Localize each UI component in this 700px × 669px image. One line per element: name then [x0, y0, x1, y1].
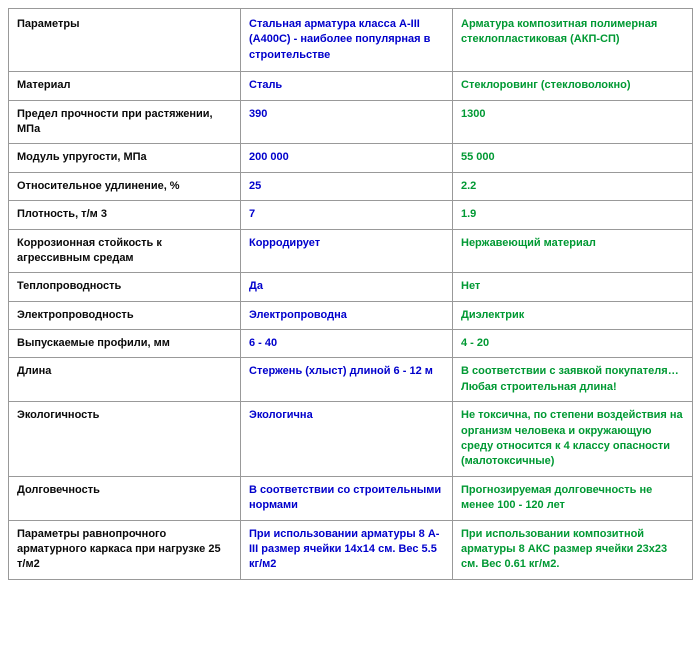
table-row: ЭлектропроводностьЭлектропроводнаДиэлект…: [9, 301, 693, 329]
cell-composite: 55 000: [453, 144, 693, 172]
cell-steel: Электропроводна: [241, 301, 453, 329]
table-row: Предел прочности при растяжении, МПа3901…: [9, 100, 693, 144]
cell-steel: Сталь: [241, 72, 453, 100]
table-row: Выпускаемые профили, мм6 - 404 - 20: [9, 330, 693, 358]
cell-steel: 200 000: [241, 144, 453, 172]
cell-param: Длина: [9, 358, 241, 402]
header-steel: Стальная арматура класса A-III (А400С) -…: [241, 9, 453, 72]
table-row: Плотность, т/м 371.9: [9, 201, 693, 229]
cell-composite: Нержавеющий материал: [453, 229, 693, 273]
cell-steel: Стержень (хлыст) длиной 6 - 12 м: [241, 358, 453, 402]
cell-steel: 7: [241, 201, 453, 229]
cell-param: Экологичность: [9, 402, 241, 477]
table-row: ЭкологичностьЭкологичнаНе токсична, по с…: [9, 402, 693, 477]
cell-composite: 4 - 20: [453, 330, 693, 358]
cell-steel: 6 - 40: [241, 330, 453, 358]
cell-steel: При использовании арматуры 8 A-III разме…: [241, 520, 453, 579]
table-row: Параметры равнопрочного арматурного карк…: [9, 520, 693, 579]
cell-composite: Прогнозируемая долговечность не менее 10…: [453, 476, 693, 520]
cell-param: Материал: [9, 72, 241, 100]
table-row: Модуль упругости, МПа200 00055 000: [9, 144, 693, 172]
table-row: ТеплопроводностьДаНет: [9, 273, 693, 301]
table-header-row: Параметры Стальная арматура класса A-III…: [9, 9, 693, 72]
cell-steel: 390: [241, 100, 453, 144]
table-row: МатериалСтальСтеклоровинг (стекловолокно…: [9, 72, 693, 100]
cell-composite: 1.9: [453, 201, 693, 229]
cell-composite: При использовании композитной арматуры 8…: [453, 520, 693, 579]
cell-param: Параметры равнопрочного арматурного карк…: [9, 520, 241, 579]
cell-composite: Нет: [453, 273, 693, 301]
table-row: ДлинаСтержень (хлыст) длиной 6 - 12 мВ с…: [9, 358, 693, 402]
comparison-table: Параметры Стальная арматура класса A-III…: [8, 8, 693, 580]
table-row: Коррозионная стойкость к агрессивным сре…: [9, 229, 693, 273]
cell-composite: Стеклоровинг (стекловолокно): [453, 72, 693, 100]
cell-param: Относительное удлинение, %: [9, 172, 241, 200]
cell-composite: Не токсична, по степени воздействия на о…: [453, 402, 693, 477]
cell-composite: В соответствии с заявкой покупателя… Люб…: [453, 358, 693, 402]
cell-param: Теплопроводность: [9, 273, 241, 301]
cell-param: Предел прочности при растяжении, МПа: [9, 100, 241, 144]
cell-param: Долговечность: [9, 476, 241, 520]
table-row: Относительное удлинение, %252.2: [9, 172, 693, 200]
cell-steel: В соответствии со строительными нормами: [241, 476, 453, 520]
cell-composite: 1300: [453, 100, 693, 144]
header-param: Параметры: [9, 9, 241, 72]
cell-steel: Да: [241, 273, 453, 301]
cell-param: Электропроводность: [9, 301, 241, 329]
cell-param: Коррозионная стойкость к агрессивным сре…: [9, 229, 241, 273]
cell-param: Модуль упругости, МПа: [9, 144, 241, 172]
cell-steel: Экологична: [241, 402, 453, 477]
header-composite: Арматура композитная полимерная стеклопл…: [453, 9, 693, 72]
cell-param: Выпускаемые профили, мм: [9, 330, 241, 358]
cell-param: Плотность, т/м 3: [9, 201, 241, 229]
cell-steel: 25: [241, 172, 453, 200]
table-row: ДолговечностьВ соответствии со строитель…: [9, 476, 693, 520]
cell-composite: Диэлектрик: [453, 301, 693, 329]
cell-composite: 2.2: [453, 172, 693, 200]
cell-steel: Корродирует: [241, 229, 453, 273]
